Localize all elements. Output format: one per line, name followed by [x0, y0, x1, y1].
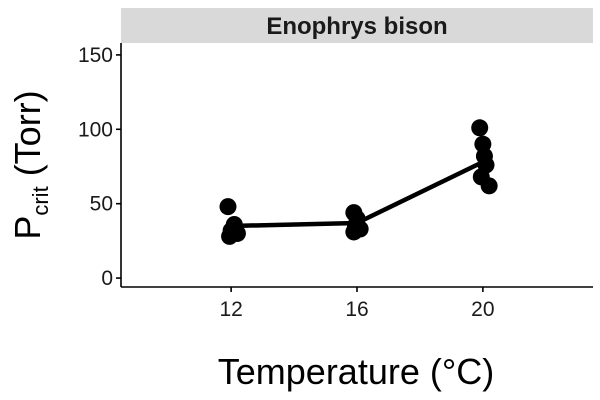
facet-strip — [121, 8, 593, 43]
y-tick-label: 150 — [78, 44, 113, 67]
data-point — [480, 177, 498, 195]
y-tick-label: 100 — [78, 118, 113, 141]
data-point — [219, 198, 237, 216]
x-tick-label: 12 — [219, 298, 242, 321]
y-tick-label: 50 — [90, 193, 113, 216]
y-axis-title-suffix: (Torr) — [7, 90, 48, 186]
x-axis-title: Temperature (°C) — [218, 351, 494, 392]
x-axis-ticks: 12 16 20 — [219, 287, 495, 321]
y-tick-label: 0 — [101, 267, 113, 290]
data-point — [221, 227, 239, 245]
mean-trend-line — [231, 159, 484, 229]
x-tick-label: 20 — [471, 298, 494, 321]
y-axis-ticks: 0 50 100 150 — [78, 44, 121, 290]
y-axis-title-main: P — [7, 216, 48, 240]
data-point — [345, 223, 363, 241]
y-axis-title-subscript: crit — [28, 186, 53, 215]
y-axis-title: Pcrit (Torr) — [7, 90, 53, 239]
x-tick-label: 16 — [345, 298, 368, 321]
plot-area — [219, 119, 498, 245]
data-point — [471, 119, 489, 137]
facet-strip-title: Enophrys bison — [266, 13, 447, 40]
